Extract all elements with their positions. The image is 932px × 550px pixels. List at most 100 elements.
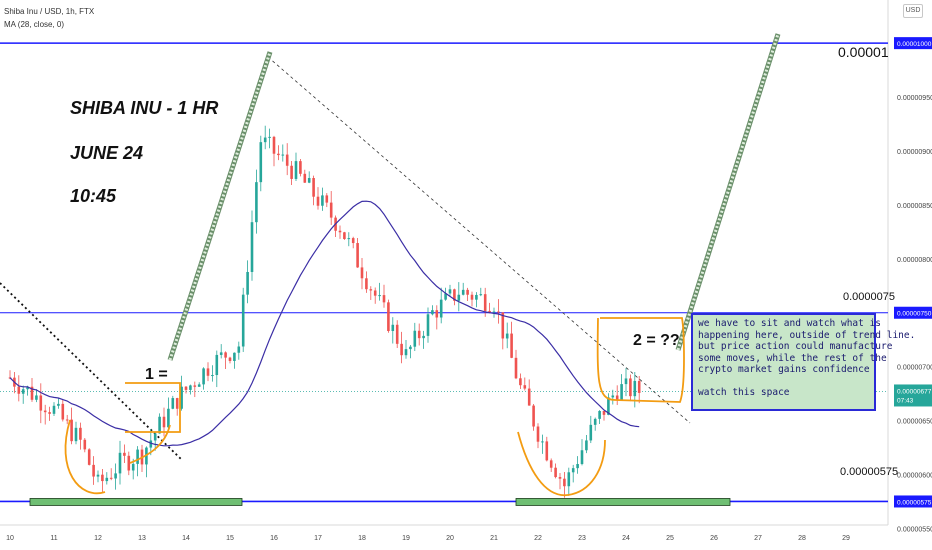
candle-body [395,324,399,344]
support-zone-right [515,498,731,506]
candle-body [475,294,478,300]
candle-body [426,314,430,336]
bracket-box-1 [125,382,181,433]
y-tick-label: 0.00000850 [897,203,932,210]
y-tick-label: 0.00000950 [897,95,932,102]
candle-body [488,310,491,313]
candle-body [250,222,254,272]
marker-2-label: 2 = ?? [633,332,680,349]
candle-body [211,375,214,377]
candle-body [136,449,139,464]
candle-body [347,238,351,240]
candle-body [611,395,615,398]
candle-body [171,398,175,409]
level-price-tag [894,37,932,50]
candle-body [114,473,117,479]
candle-body [259,142,263,183]
candle-body [492,311,496,313]
candle-body [61,403,65,420]
candle-body [343,232,346,240]
candle-body [263,137,267,143]
downtrend-line-main [267,56,691,424]
y-tick-label: 0.00000550 [897,526,932,533]
candle-body [294,161,298,179]
y-tick-label: 0.00000600 [897,473,932,480]
projection-arrow-right-hatch [676,33,780,351]
candle-body [167,408,170,428]
y-tick-label: 0.00000800 [897,257,932,264]
candle-body [527,388,531,406]
annotation-title-line-3: 10:45 [70,186,117,206]
candle-body [312,178,315,197]
candle-body [453,289,456,301]
candle-body [123,452,126,456]
annotation-title-line-1: SHIBA INU - 1 HR [70,98,219,118]
candle-body [387,302,390,332]
last-price-tag [894,384,932,407]
candle-body [43,410,47,413]
candle-body [435,310,439,318]
x-tick-label: 26 [710,535,718,542]
candle-body [303,173,307,183]
note-line [698,376,869,388]
candle-body [290,165,293,179]
level-price-tag-label: 0.00000750 [897,311,932,318]
candle-body [30,386,34,400]
x-tick-label: 20 [446,535,454,542]
candle-body [351,238,355,244]
projection-arrow-left-hatch [168,51,272,361]
candle-body [338,230,342,233]
candle-body [541,441,544,443]
candle-body [404,349,408,356]
x-tick-label: 29 [842,535,850,542]
candle-body [519,378,522,386]
x-tick-label: 17 [314,535,322,542]
candle-body [52,405,56,414]
candle-body [369,289,373,291]
symbol-title[interactable]: Shiba Inu / USD, 1h, FTX [4,7,95,16]
level-label-mid: 0.0000075 [843,291,895,303]
candle-body [272,136,276,154]
candle-body [523,385,527,389]
x-tick-label: 18 [358,535,366,542]
candle-body [285,154,289,166]
candle-body [149,440,153,448]
candle-body [417,330,421,339]
x-tick-label: 23 [578,535,586,542]
candle-body [589,424,593,441]
candle-body [79,427,82,440]
candle-body [321,195,324,206]
candle-body [593,418,597,425]
candle-body [202,368,205,385]
candle-body [175,398,179,409]
candle-body [505,333,509,339]
candle-body [162,416,166,428]
candle-body [39,395,43,411]
candle-body [637,380,641,393]
candle-body [457,294,461,301]
x-tick-label: 27 [754,535,762,542]
candle-body [461,289,465,295]
candle-body [299,161,302,174]
candle-body [281,154,285,156]
x-tick-label: 25 [666,535,674,542]
level-price-tag-label: 0.00000575 [897,499,932,506]
candle-body [228,357,232,361]
candle-body [607,397,610,415]
y-tick-label: 0.00000900 [897,149,932,156]
indicator-title[interactable]: MA (28, close, 0) [4,20,65,29]
candle-body [118,452,122,474]
x-tick-label: 10 [6,535,14,542]
candle-body [153,433,157,441]
level-label-top: 0.00001 [838,44,889,60]
candle-body [629,378,632,397]
note-line: happening here, outside of trend line. [698,329,916,341]
candle-body [241,294,245,347]
candle-body [268,136,271,138]
currency-button[interactable]: USD [903,4,923,18]
candle-body [197,384,201,387]
candle-body [373,290,377,296]
bracket-left-upper [129,424,171,464]
x-tick-label: 21 [490,535,498,542]
